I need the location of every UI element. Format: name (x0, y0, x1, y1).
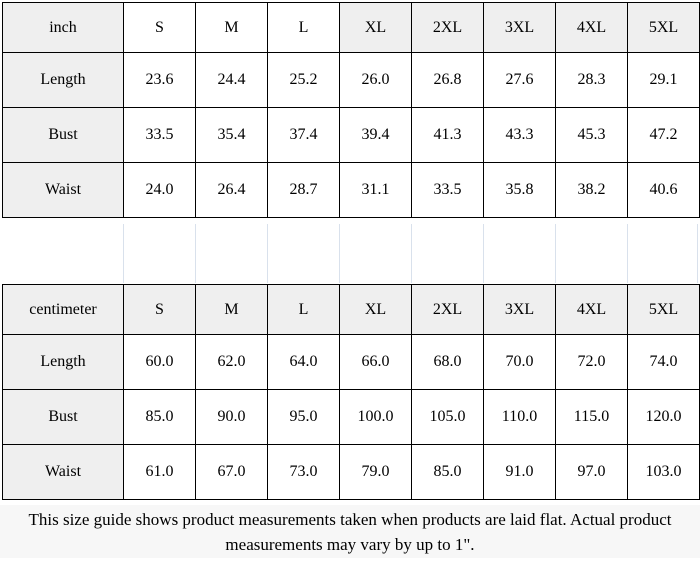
row-label: Length (2, 52, 124, 108)
centimeter-size-table: centimeter S M L XL 2XL 3XL 4XL 5XL Leng… (2, 284, 700, 500)
measurement-row-bust: Bust 33.5 35.4 37.4 39.4 41.3 43.3 45.3 … (2, 107, 700, 163)
table-header-row: inch S M L XL 2XL 3XL 4XL 5XL (2, 2, 700, 53)
measurement-cell: 27.6 (483, 52, 556, 108)
measurement-cell: 26.4 (195, 162, 268, 218)
measurement-cell: 47.2 (627, 107, 700, 163)
measurement-row-bust: Bust 85.0 90.0 95.0 100.0 105.0 110.0 11… (2, 389, 700, 445)
row-label: Length (2, 334, 124, 390)
measurement-cell: 38.2 (555, 162, 628, 218)
size-col-header: 2XL (411, 284, 484, 335)
measurement-row-length: Length 23.6 24.4 25.2 26.0 26.8 27.6 28.… (2, 52, 700, 108)
measurement-cell: 64.0 (267, 334, 340, 390)
measurement-cell: 29.1 (627, 52, 700, 108)
gap-column-line (123, 224, 124, 283)
size-col-header: 2XL (411, 2, 484, 53)
size-col-header: 4XL (555, 2, 628, 53)
measurement-cell: 62.0 (195, 334, 268, 390)
measurement-cell: 85.0 (411, 444, 484, 500)
size-col-header: 5XL (627, 284, 700, 335)
measurement-cell: 67.0 (195, 444, 268, 500)
measurement-cell: 31.1 (339, 162, 412, 218)
measurement-cell: 97.0 (555, 444, 628, 500)
measurement-cell: 41.3 (411, 107, 484, 163)
gap-column-line (555, 224, 556, 283)
measurement-cell: 105.0 (411, 389, 484, 445)
gap-column-line (339, 224, 340, 283)
measurement-cell: 60.0 (123, 334, 196, 390)
measurement-cell: 33.5 (123, 107, 196, 163)
gap-column-line (627, 224, 628, 283)
measurement-cell: 35.4 (195, 107, 268, 163)
measurement-cell: 66.0 (339, 334, 412, 390)
measurement-cell: 40.6 (627, 162, 700, 218)
measurement-cell: 25.2 (267, 52, 340, 108)
measurement-row-waist: Waist 61.0 67.0 73.0 79.0 85.0 91.0 97.0… (2, 444, 700, 500)
measurement-cell: 95.0 (267, 389, 340, 445)
measurement-cell: 39.4 (339, 107, 412, 163)
size-col-header: M (195, 2, 268, 53)
size-col-header: L (267, 2, 340, 53)
inch-size-table: inch S M L XL 2XL 3XL 4XL 5XL Length 23.… (2, 2, 700, 218)
measurement-cell: 35.8 (483, 162, 556, 218)
size-col-header: 5XL (627, 2, 700, 53)
gap-column-line (267, 224, 268, 283)
measurement-cell: 43.3 (483, 107, 556, 163)
gap-column-line (483, 224, 484, 283)
measurement-cell: 70.0 (483, 334, 556, 390)
measurement-cell: 24.4 (195, 52, 268, 108)
table-gap (2, 224, 699, 283)
measurement-cell: 100.0 (339, 389, 412, 445)
measurement-cell: 91.0 (483, 444, 556, 500)
measurement-cell: 37.4 (267, 107, 340, 163)
unit-header-cell: inch (2, 2, 124, 53)
size-col-header: 3XL (483, 284, 556, 335)
measurement-cell: 28.3 (555, 52, 628, 108)
measurement-cell: 33.5 (411, 162, 484, 218)
size-col-header: S (123, 284, 196, 335)
measurement-cell: 26.8 (411, 52, 484, 108)
size-col-header: 3XL (483, 2, 556, 53)
gap-column-line (411, 224, 412, 283)
size-col-header: XL (339, 284, 412, 335)
unit-header-cell: centimeter (2, 284, 124, 335)
measurement-cell: 28.7 (267, 162, 340, 218)
row-label: Waist (2, 444, 124, 500)
measurement-cell: 68.0 (411, 334, 484, 390)
measurement-cell: 120.0 (627, 389, 700, 445)
gap-column-line (697, 224, 698, 283)
measurement-cell: 23.6 (123, 52, 196, 108)
measurement-cell: 79.0 (339, 444, 412, 500)
measurement-cell: 61.0 (123, 444, 196, 500)
measurement-cell: 115.0 (555, 389, 628, 445)
measurement-cell: 90.0 (195, 389, 268, 445)
measurement-cell: 72.0 (555, 334, 628, 390)
measurement-cell: 26.0 (339, 52, 412, 108)
measurement-cell: 24.0 (123, 162, 196, 218)
measurement-cell: 74.0 (627, 334, 700, 390)
size-col-header: XL (339, 2, 412, 53)
measurement-cell: 110.0 (483, 389, 556, 445)
measurement-cell: 103.0 (627, 444, 700, 500)
row-label: Bust (2, 389, 124, 445)
measurement-cell: 73.0 (267, 444, 340, 500)
measurement-cell: 85.0 (123, 389, 196, 445)
size-col-header: L (267, 284, 340, 335)
size-guide-note: This size guide shows product measuremen… (28, 509, 672, 554)
measurement-row-waist: Waist 24.0 26.4 28.7 31.1 33.5 35.8 38.2… (2, 162, 700, 218)
footer-note-band: This size guide shows product measuremen… (0, 505, 700, 558)
row-label: Bust (2, 107, 124, 163)
measurement-row-length: Length 60.0 62.0 64.0 66.0 68.0 70.0 72.… (2, 334, 700, 390)
measurement-cell: 45.3 (555, 107, 628, 163)
row-label: Waist (2, 162, 124, 218)
size-col-header: 4XL (555, 284, 628, 335)
gap-column-line (195, 224, 196, 283)
size-col-header: S (123, 2, 196, 53)
table-header-row: centimeter S M L XL 2XL 3XL 4XL 5XL (2, 284, 700, 335)
size-col-header: M (195, 284, 268, 335)
